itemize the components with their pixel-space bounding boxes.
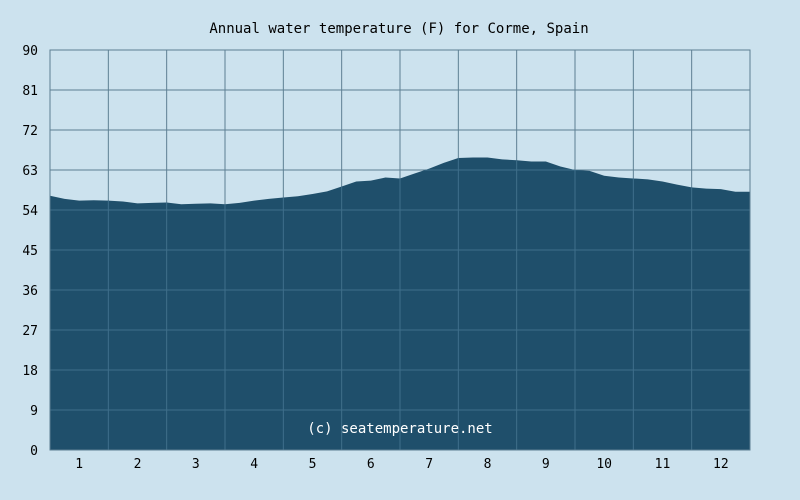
x-tick-label: 4 [250,457,258,472]
x-tick-label: 1 [75,457,83,472]
x-tick-label: 10 [596,457,612,472]
y-tick-label: 63 [22,164,38,179]
y-tick-label: 18 [22,364,38,379]
x-tick-label: 12 [713,457,729,472]
y-tick-label: 81 [22,84,38,99]
x-tick-label: 9 [542,457,550,472]
x-tick-label: 11 [655,457,671,472]
y-tick-label: 45 [22,244,38,259]
x-tick-label: 3 [192,457,200,472]
x-tick-label: 6 [367,457,375,472]
y-tick-label: 9 [30,404,38,419]
watermark: (c) seatemperature.net [307,421,492,437]
y-tick-label: 54 [22,204,38,219]
y-tick-label: 0 [30,444,38,459]
x-tick-label: 7 [425,457,433,472]
x-axis-ticks: 1 2 3 4 5 6 7 8 9 10 11 12 [75,457,728,472]
y-tick-label: 36 [22,284,38,299]
x-tick-label: 2 [134,457,142,472]
plot-frame [49,49,751,451]
y-tick-label: 90 [22,44,38,59]
chart-title: Annual water temperature (F) for Corme, … [209,21,588,37]
y-tick-label: 72 [22,124,38,139]
y-axis-ticks: 0 9 18 27 36 45 54 63 72 81 90 [22,44,38,459]
y-tick-label: 27 [22,324,38,339]
x-tick-label: 5 [309,457,317,472]
x-tick-label: 8 [484,457,492,472]
